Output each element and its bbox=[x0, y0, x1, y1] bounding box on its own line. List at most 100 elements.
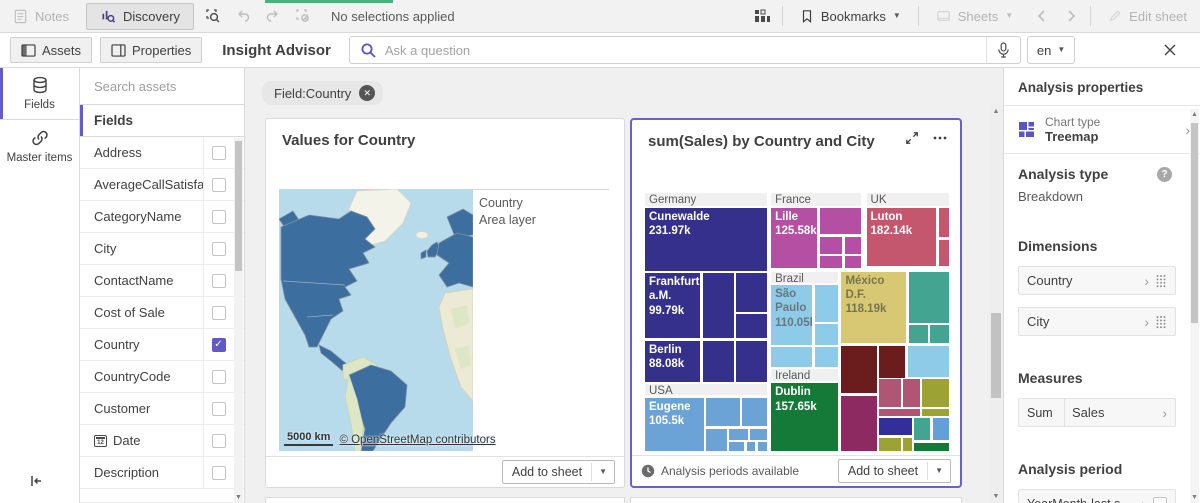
treemap-cell[interactable] bbox=[921, 408, 950, 416]
treemap-cell[interactable] bbox=[840, 395, 877, 452]
language-select[interactable]: en ▼ bbox=[1027, 36, 1075, 64]
treemap-cell[interactable] bbox=[878, 417, 912, 436]
analysis-period-row[interactable]: YearMonth-last sorte... › bbox=[1018, 489, 1176, 503]
field-row[interactable]: Address bbox=[80, 137, 244, 169]
treemap-cell[interactable] bbox=[840, 345, 877, 394]
assets-toggle-button[interactable]: Assets bbox=[10, 37, 92, 63]
treemap-cell[interactable] bbox=[741, 397, 767, 428]
treemap-cell[interactable]: Frankfurt a.M. 99.79k bbox=[644, 272, 701, 339]
map-chart-card[interactable]: Values for Country bbox=[265, 118, 625, 488]
treemap-cell[interactable]: México D.F. 118.19k bbox=[840, 271, 907, 345]
treemap-cell[interactable] bbox=[878, 408, 920, 416]
bookmarks-button[interactable]: Bookmarks ▼ bbox=[787, 0, 914, 32]
expand-icon[interactable] bbox=[905, 131, 919, 145]
drag-handle-icon[interactable] bbox=[1156, 315, 1167, 329]
treemap-cell[interactable] bbox=[878, 378, 901, 408]
treemap-cell[interactable] bbox=[844, 236, 863, 255]
field-checkbox[interactable] bbox=[212, 242, 226, 256]
treemap-cell[interactable] bbox=[702, 272, 735, 339]
field-checkbox[interactable] bbox=[212, 210, 226, 224]
treemap-cell[interactable] bbox=[705, 428, 728, 452]
treemap-cell[interactable] bbox=[908, 324, 928, 344]
previous-sheet-button[interactable] bbox=[1026, 3, 1056, 30]
scroll-down-arrow[interactable]: ▼ bbox=[234, 494, 243, 501]
treemap-cell[interactable]: Dublin 157.65k bbox=[770, 382, 839, 452]
next-sheet-button[interactable] bbox=[1056, 3, 1086, 30]
sidebar-tab-master-items[interactable]: Master items bbox=[0, 120, 79, 172]
chart-type-row[interactable]: Chart type Treemap › bbox=[1004, 106, 1200, 154]
treemap-cell[interactable] bbox=[844, 255, 863, 269]
treemap-cell[interactable] bbox=[913, 442, 950, 452]
field-checkbox[interactable] bbox=[212, 178, 226, 192]
field-row[interactable]: Country✓ bbox=[80, 329, 244, 361]
field-checkbox[interactable] bbox=[212, 146, 226, 160]
world-map[interactable]: 5000 km © OpenStreetMap contributors bbox=[279, 189, 473, 451]
field-row[interactable]: Customer bbox=[80, 393, 244, 425]
treemap-chart[interactable]: GermanyCunewalde 231.97kFrankfurt a.M. 9… bbox=[644, 192, 950, 452]
treemap-cell[interactable] bbox=[819, 255, 843, 269]
close-insight-advisor-button[interactable] bbox=[1158, 38, 1182, 62]
treemap-cell[interactable] bbox=[728, 428, 748, 441]
treemap-cell[interactable] bbox=[735, 272, 767, 313]
add-to-sheet-button[interactable]: Add to sheet ▼ bbox=[502, 460, 615, 484]
treemap-cell[interactable] bbox=[921, 378, 950, 408]
treemap-cell[interactable] bbox=[908, 271, 950, 324]
field-row[interactable]: CategoryName bbox=[80, 201, 244, 233]
results-scrollbar[interactable]: ▲ ▼ bbox=[989, 105, 1003, 503]
treemap-cell[interactable] bbox=[749, 428, 767, 441]
treemap-chart-card[interactable]: sum(Sales) by Country and City GermanyCu… bbox=[630, 118, 962, 488]
treemap-cell[interactable] bbox=[938, 239, 950, 268]
treemap-cell[interactable] bbox=[746, 441, 756, 452]
field-row[interactable]: Cost of Sale bbox=[80, 297, 244, 329]
treemap-cell[interactable] bbox=[702, 340, 735, 383]
field-row[interactable]: ContactName bbox=[80, 265, 244, 297]
measure-row-sales[interactable]: Sum Sales › bbox=[1018, 398, 1176, 427]
field-row[interactable]: AverageCallSatisfa... bbox=[80, 169, 244, 201]
scroll-down-arrow[interactable]: ▼ bbox=[1190, 494, 1199, 501]
dimension-row-country[interactable]: Country› bbox=[1018, 266, 1176, 295]
scrollbar-thumb[interactable] bbox=[235, 141, 242, 271]
treemap-cell[interactable] bbox=[814, 346, 839, 367]
scroll-up-arrow[interactable]: ▲ bbox=[1190, 111, 1199, 118]
field-checkbox[interactable] bbox=[212, 434, 226, 448]
dimension-row-city[interactable]: City› bbox=[1018, 307, 1176, 336]
scroll-up-arrow[interactable]: ▲ bbox=[989, 108, 1003, 115]
drag-handle-icon[interactable] bbox=[1156, 274, 1167, 288]
search-assets-input[interactable] bbox=[94, 79, 230, 94]
more-options-icon[interactable] bbox=[932, 131, 948, 145]
field-checkbox[interactable] bbox=[212, 306, 226, 320]
scrollbar-thumb[interactable] bbox=[1191, 123, 1198, 323]
question-input[interactable] bbox=[385, 43, 986, 58]
treemap-cell[interactable] bbox=[757, 441, 768, 452]
treemap-cell[interactable] bbox=[735, 340, 767, 383]
treemap-cell[interactable] bbox=[938, 207, 950, 238]
field-checkbox[interactable] bbox=[212, 402, 226, 416]
field-checkbox[interactable]: ✓ bbox=[212, 338, 226, 352]
filter-chip[interactable]: Field:Country ✕ bbox=[262, 81, 383, 105]
sheets-button[interactable]: Sheets ▼ bbox=[923, 0, 1026, 32]
treemap-cell[interactable] bbox=[770, 346, 813, 367]
properties-toggle-button[interactable]: Properties bbox=[100, 37, 202, 63]
scroll-down-arrow[interactable]: ▼ bbox=[989, 493, 1003, 500]
fields-scrollbar[interactable]: ▼ bbox=[234, 138, 243, 503]
app-navigation-button[interactable] bbox=[748, 3, 778, 30]
treemap-cell[interactable] bbox=[902, 378, 920, 408]
edit-sheet-button[interactable]: Edit sheet bbox=[1095, 0, 1200, 32]
treemap-cell[interactable]: São Paulo 110.05k bbox=[770, 284, 813, 346]
scrollbar-thumb[interactable] bbox=[991, 313, 1001, 398]
treemap-cell[interactable] bbox=[819, 236, 843, 255]
clear-selections-button[interactable] bbox=[288, 3, 318, 30]
treemap-cell[interactable] bbox=[902, 437, 912, 452]
field-checkbox[interactable] bbox=[212, 466, 226, 480]
field-checkbox[interactable] bbox=[212, 370, 226, 384]
treemap-cell[interactable] bbox=[819, 207, 863, 235]
help-icon[interactable]: ? bbox=[1157, 167, 1172, 182]
step-forward-button[interactable] bbox=[258, 3, 288, 30]
voice-input-button[interactable] bbox=[986, 37, 1020, 63]
collapse-panel-button[interactable] bbox=[28, 473, 44, 489]
smart-search-button[interactable] bbox=[198, 3, 228, 30]
treemap-cell[interactable] bbox=[929, 324, 950, 344]
treemap-cell[interactable] bbox=[932, 417, 950, 441]
sidebar-tab-fields[interactable]: Fields bbox=[0, 68, 79, 120]
field-row[interactable]: City bbox=[80, 233, 244, 265]
